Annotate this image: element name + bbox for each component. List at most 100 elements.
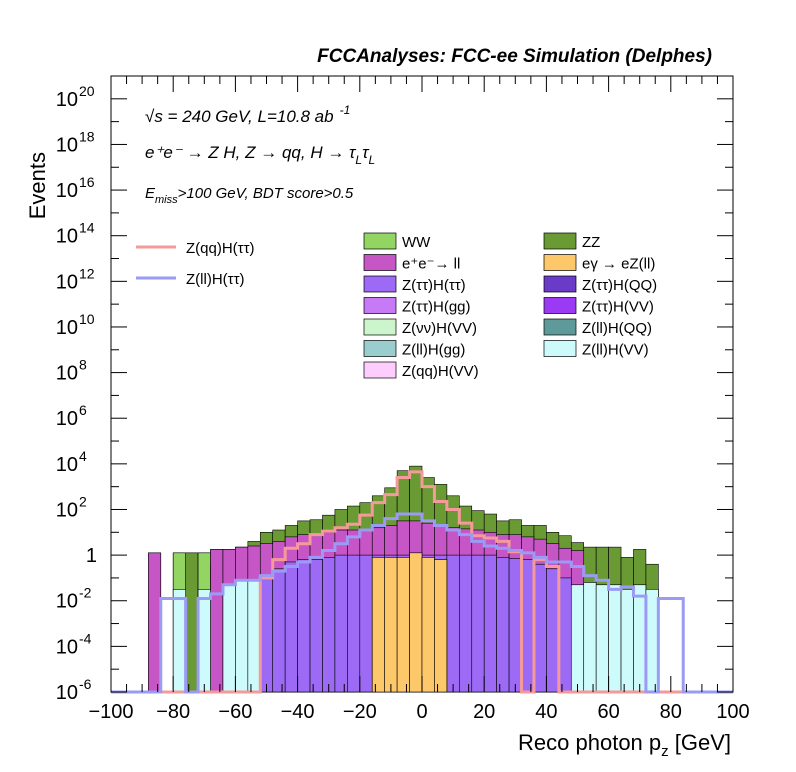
y-tick-label: 10 xyxy=(56,271,78,293)
background-legend-swatch xyxy=(543,297,577,314)
signal-zqq-htautau-line xyxy=(111,470,733,694)
background-legend-swatch xyxy=(363,232,397,250)
background-legend-label: Z(νν)H(VV) xyxy=(402,320,477,337)
bar-ztautau-htautau xyxy=(521,559,535,693)
y-tick-label: 10 xyxy=(56,317,78,339)
background-legend-swatch xyxy=(363,361,397,379)
y-tick-label: 10 xyxy=(56,408,78,430)
background-legend-swatch xyxy=(543,318,577,336)
bar-ztautau-htautau xyxy=(496,557,510,693)
y-tick-label-exponent: 20 xyxy=(79,83,95,99)
x-tick-label: 100 xyxy=(716,701,749,723)
y-tick-label: 10 xyxy=(56,454,78,476)
y-tick-label: 10 xyxy=(56,89,78,111)
x-tick-label: 20 xyxy=(473,701,495,723)
background-legend-swatch xyxy=(363,275,397,293)
x-tick-label: 0 xyxy=(416,701,427,723)
background-legend-swatch xyxy=(363,297,397,314)
x-tick-label: 80 xyxy=(660,701,682,723)
bar-ztautau-htautau xyxy=(546,568,560,693)
signal-zll-htautau-line xyxy=(111,512,733,694)
background-legend-swatch xyxy=(543,275,577,293)
bar-ztautau-htautau xyxy=(347,554,361,693)
bar-ztautau-htautau xyxy=(471,554,485,693)
chart-title: FCCAnalyses: FCC-ee Simulation (Delphes) xyxy=(317,46,712,67)
x-axis-label: Reco photon pz [GeV] xyxy=(518,730,731,760)
bar-egamma-ezll xyxy=(421,557,435,693)
bar-ztautau-htautau xyxy=(272,568,286,693)
x-axis-label-main: Reco photon p xyxy=(518,730,661,755)
y-axis-label: Events xyxy=(25,152,50,219)
x-tick-label: −60 xyxy=(218,701,252,723)
bar-zll-hvv xyxy=(645,589,659,693)
signal-legend-label: Z(qq)H(ττ) xyxy=(186,240,255,257)
bar-zll-hvv xyxy=(247,579,261,693)
y-tick-label-exponent: 8 xyxy=(79,357,87,373)
background-legend-label: WW xyxy=(402,234,431,251)
y-tick-label-exponent: 16 xyxy=(79,174,95,190)
bar-zll-hvv xyxy=(583,582,597,693)
y-tick-label: 10 xyxy=(56,363,78,385)
x-tick-label: −100 xyxy=(88,701,133,723)
signal-legend: Z(qq)H(ττ) Z(ll)H(ττ) xyxy=(136,240,255,288)
x-tick-label: −80 xyxy=(156,701,190,723)
bar-zll-hvv xyxy=(570,584,585,693)
x-tick-label: −20 xyxy=(343,701,377,723)
bar-egamma-ezll xyxy=(371,557,385,693)
background-legend-label: Z(ll)H(QQ) xyxy=(582,320,652,337)
bar-zll-hvv xyxy=(620,589,634,693)
y-tick-label-exponent: -4 xyxy=(79,630,92,646)
x-tick-label: 60 xyxy=(597,701,619,723)
bar-ztautau-htautau xyxy=(284,561,298,693)
bar-zll-hvv xyxy=(595,584,609,693)
bar-ztautau-htautau xyxy=(322,557,336,693)
bar-ztautau-htautau xyxy=(446,554,460,693)
y-tick-label: 10 xyxy=(56,499,78,521)
bar-zz xyxy=(185,552,199,693)
bar-zll-hvv xyxy=(222,584,236,693)
background-legend-swatch xyxy=(543,254,577,271)
y-tick-label-exponent: -6 xyxy=(79,676,92,692)
background-legend-label: ZZ xyxy=(582,234,600,251)
y-tick-label: 10 xyxy=(56,636,78,658)
x-axis-label-sub: z xyxy=(661,743,669,760)
bar-egamma-ezll xyxy=(396,557,410,693)
y-tick-label: 1 xyxy=(86,545,97,567)
background-legend-label: Z(ττ)H(ττ) xyxy=(402,277,466,294)
background-legend-label: Z(ττ)H(gg) xyxy=(402,299,471,316)
bar-ee-ll xyxy=(148,552,162,693)
energy-annotation: √s = 240 GeV, L=10.8 ab -1 xyxy=(145,103,350,126)
background-legend-swatch xyxy=(543,232,577,250)
background-legend-swatch xyxy=(543,340,577,357)
bar-zll-hvv xyxy=(197,589,211,693)
bar-ztautau-htautau xyxy=(459,554,473,693)
background-legend-label: Z(ll)H(gg) xyxy=(402,342,465,359)
background-legend-label: Z(ττ)H(VV) xyxy=(582,299,654,316)
background-legend: WW ZZ e⁺e⁻→ ll eγ → eZ(ll) Z(ττ)H(ττ) Z(ττ)H(… xyxy=(363,232,657,380)
background-legend-label: eγ → eZ(ll) xyxy=(582,256,655,273)
bar-zll-hvv xyxy=(172,589,186,693)
bar-egamma-ezll xyxy=(409,552,423,693)
y-tick-label-exponent: 4 xyxy=(79,448,87,464)
y-tick-label-exponent: -2 xyxy=(79,585,92,601)
y-tick-label-exponent: 6 xyxy=(79,402,87,418)
bar-zll-hvv xyxy=(633,584,647,693)
background-legend-label: Z(ττ)H(QQ) xyxy=(582,277,657,294)
bar-ztautau-htautau xyxy=(533,563,547,693)
bar-egamma-ezll xyxy=(384,557,398,693)
bar-ztautau-htautau xyxy=(309,559,323,693)
bar-ee-ll xyxy=(210,549,224,693)
y-tick-label: 10 xyxy=(56,591,78,613)
cut-annotation: Emiss>100 GeV, BDT score>0.5 xyxy=(145,185,354,206)
background-legend-label: e⁺e⁻→ ll xyxy=(402,256,460,273)
y-tick-label: 10 xyxy=(56,134,78,156)
bar-ztautau-htautau xyxy=(297,559,311,693)
y-tick-label-exponent: 2 xyxy=(79,493,87,509)
y-tick-label-exponent: 10 xyxy=(79,311,95,327)
bar-ztautau-htautau xyxy=(259,577,274,693)
bar-ztautau-htautau xyxy=(334,554,348,693)
y-tick-label: 10 xyxy=(56,180,78,202)
bar-zll-hvv xyxy=(235,579,249,693)
